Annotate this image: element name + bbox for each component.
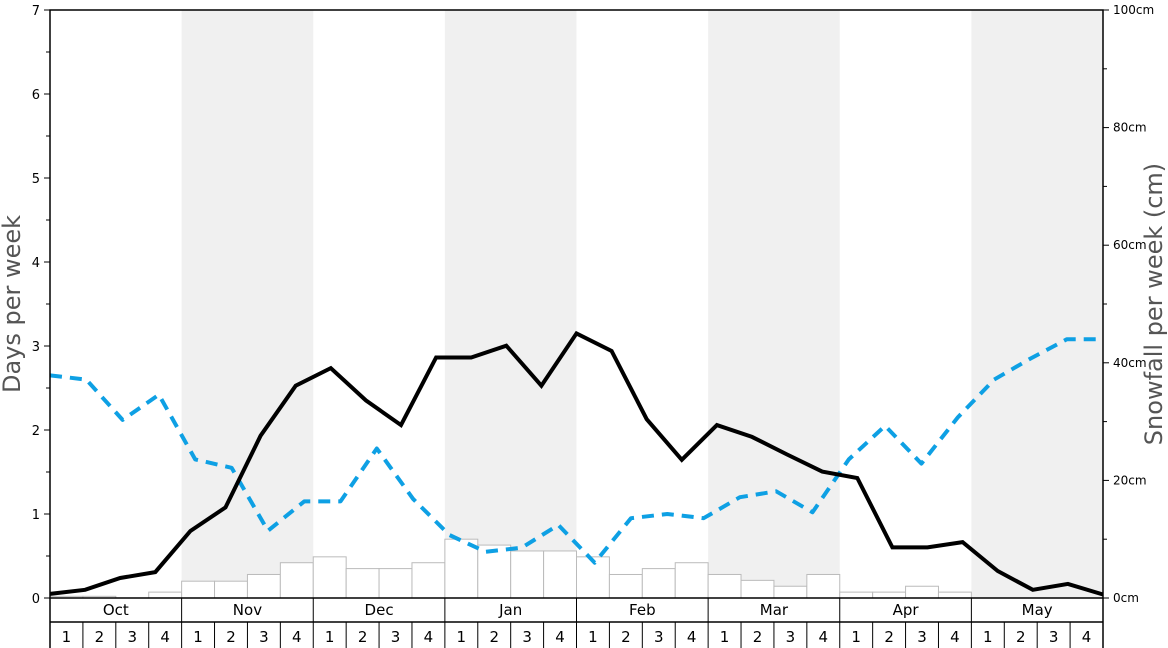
week-label: 2 [1016,628,1026,646]
month-label-jan: Jan [498,601,522,619]
bar-week-21 [707,573,742,599]
left-tick-label: 0 [32,592,40,607]
left-tick-label: 3 [32,340,40,355]
week-label: 1 [588,628,598,646]
right-tick-label: 80cm [1113,121,1147,135]
week-label: 1 [193,628,203,646]
week-label: 1 [983,628,993,646]
left-tick-label: 4 [32,256,40,271]
snowfall-series-line [49,330,1104,597]
shade-band-jan [444,10,577,598]
shade-band-nov [181,10,314,598]
month-label-may: May [1022,601,1053,619]
month-label-dec: Dec [365,601,394,619]
snowfall-bars [49,538,972,599]
week-label: 2 [621,628,631,646]
right-axis-label: Snowfall per week (cm) [1140,163,1168,445]
week-label: 3 [259,628,269,646]
shade-band-mar [708,10,840,598]
right-tick-label: 100cm [1113,3,1154,17]
week-label: 3 [786,628,796,646]
week-label: 2 [226,628,236,646]
week-label: 4 [819,628,829,646]
month-label-oct: Oct [103,601,129,619]
month-label-row: Oct Nov Dec Jan Feb Mar Apr May [49,598,1104,648]
week-label: 2 [95,628,105,646]
week-label: 2 [358,628,368,646]
week-label: 1 [62,628,72,646]
bar-week-11 [378,568,413,599]
month-label-nov: Nov [233,601,262,619]
week-label: 2 [489,628,499,646]
week-label: 4 [555,628,565,646]
week-label: 4 [292,628,302,646]
bar-week-14 [477,544,512,599]
bar-week-9 [312,556,347,599]
left-axis-label: Days per week [0,215,26,393]
bar-week-19 [641,568,676,599]
week-label: 2 [753,628,763,646]
right-tick-label: 60cm [1113,238,1147,252]
bar-week-13 [444,538,479,599]
bar-week-5 [181,580,216,599]
bar-week-28 [937,591,972,599]
left-tick-label: 1 [32,508,40,523]
right-tick-label: 0cm [1113,591,1139,605]
bar-week-24 [806,573,841,599]
bar-week-16 [543,550,577,599]
right-tick-label: 40cm [1113,356,1147,370]
right-tick-label: 20cm [1113,473,1147,487]
bar-week-26 [872,591,907,599]
week-label: 4 [950,628,960,646]
week-label: 1 [851,628,861,646]
series-lines [49,330,1104,597]
bar-week-23 [773,585,808,599]
bar-week-12 [411,562,446,599]
right-axis-ticks: 0cm 20cm 40cm 60cm 80cm 100cm [1103,3,1154,605]
week-label-row: 1 2 3 4 1 2 3 4 1 2 3 4 1 2 3 4 1 2 3 4 1 2 3 4 1 2 3 4 1 2 3 4 [62,622,1092,648]
week-label: 3 [391,628,401,646]
left-tick-label: 7 [32,4,40,19]
left-tick-label: 2 [32,424,40,439]
month-bands [181,10,1103,598]
bar-week-4 [148,591,183,599]
bar-week-6 [214,580,248,599]
week-label: 3 [1049,628,1059,646]
bar-week-20 [674,562,709,599]
week-label: 1 [457,628,467,646]
week-label: 4 [1082,628,1092,646]
left-tick-label: 5 [32,172,40,187]
month-label-mar: Mar [760,601,789,619]
dashed-series-line [49,337,1103,565]
bar-week-7 [246,573,281,599]
week-label: 3 [917,628,927,646]
bar-week-22 [740,579,775,599]
week-label: 3 [522,628,532,646]
week-label: 4 [687,628,697,646]
week-label: 4 [424,628,434,646]
week-label: 1 [325,628,335,646]
left-tick-label: 6 [32,88,40,103]
week-label: 4 [160,628,170,646]
bar-week-18 [608,573,643,599]
week-label: 3 [654,628,664,646]
month-label-feb: Feb [629,601,656,619]
week-label: 3 [127,628,137,646]
month-label-apr: Apr [893,601,920,619]
bar-week-27 [905,585,939,599]
bar-week-25 [839,591,874,599]
shade-band-may [971,10,1103,598]
week-label: 1 [720,628,730,646]
week-label: 2 [884,628,894,646]
bar-week-8 [279,562,314,599]
bar-week-10 [345,568,380,599]
bar-week-15 [510,550,545,599]
left-axis-ticks: 0 1 2 3 4 5 6 7 [32,4,50,607]
